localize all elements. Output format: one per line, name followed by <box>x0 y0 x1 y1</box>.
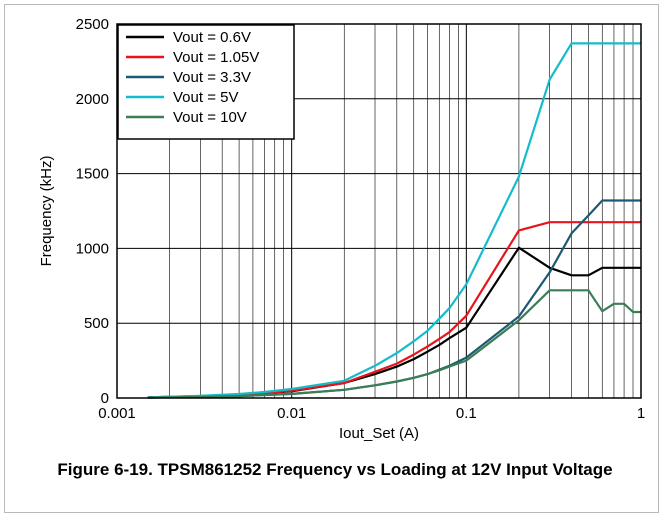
y-tick-label: 1000 <box>76 240 109 257</box>
series-layer <box>147 42 641 399</box>
legend-entry: Vout = 0.6V <box>173 29 251 46</box>
figure-caption: Figure 6-19. TPSM861252 Frequency vs Loa… <box>57 460 613 479</box>
y-tick-labels: 0 500 1000 1500 2000 2500 <box>76 16 109 407</box>
y-axis-label: Frequency (kHz) <box>38 156 55 267</box>
series-line-4 <box>147 42 641 399</box>
series-line-1 <box>147 246 641 399</box>
x-tick-label: 0.001 <box>98 405 136 422</box>
x-tick-label: 0.1 <box>456 405 477 422</box>
y-tick-label: 2500 <box>76 16 109 33</box>
x-tick-label: 1 <box>637 405 645 422</box>
frequency-vs-loading-chart: 0.001 0.01 0.1 1 0 500 1000 1500 2000 2500 Iout_… <box>38 16 645 442</box>
legend-entry: Vout = 5V <box>173 89 238 106</box>
y-tick-label: 1500 <box>76 166 109 183</box>
y-tick-label: 2000 <box>76 91 109 108</box>
legend-entry: Vout = 3.3V <box>173 69 251 86</box>
legend: Vout = 0.6V Vout = 1.05V Vout = 3.3V Vout =… <box>117 24 295 140</box>
legend-entry: Vout = 10V <box>173 109 247 126</box>
figure-frame: 0.001 0.01 0.1 1 0 500 1000 1500 2000 2500 Iout_… <box>4 4 659 513</box>
plot-frame <box>116 23 642 399</box>
y-tick-label: 500 <box>84 315 109 332</box>
x-tick-labels: 0.001 0.01 0.1 1 <box>98 405 645 422</box>
legend-entry: Vout = 1.05V <box>173 49 259 66</box>
legend-box <box>117 24 295 140</box>
x-axis-label: Iout_Set (A) <box>339 425 419 442</box>
series-line-5 <box>147 289 641 399</box>
y-tick-label: 0 <box>101 390 109 407</box>
x-tick-label: 0.01 <box>277 405 306 422</box>
